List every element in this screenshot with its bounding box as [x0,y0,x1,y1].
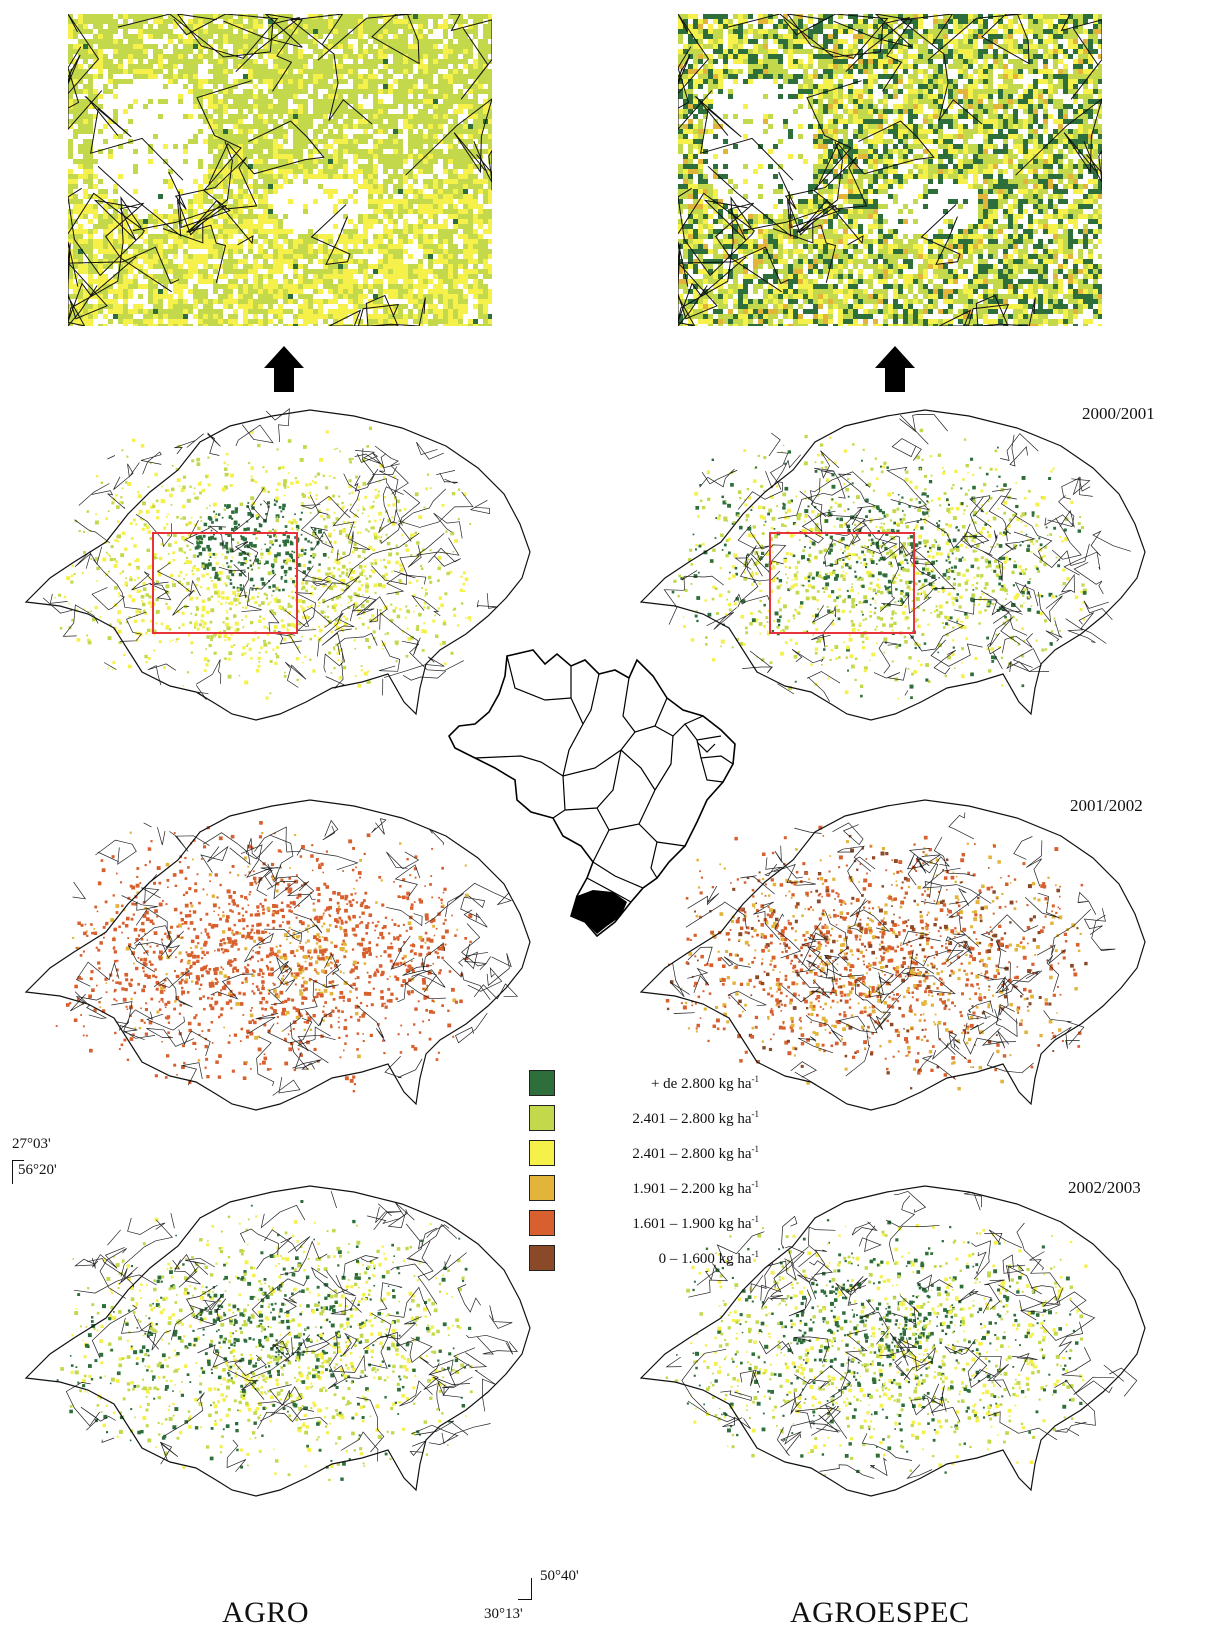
legend-swatch-orange [529,1175,555,1201]
coord-top-left-corner [12,1160,24,1184]
legend-swatch-light-green [529,1105,555,1131]
legend-label: 2.401 – 2.800 kg ha [632,1146,752,1162]
municipal-boundaries [42,408,498,700]
brazil-locator-map [445,640,745,940]
legend-label: + de 2.800 kg ha [650,1076,752,1092]
coord-bottom-right-corner [518,1578,532,1600]
map-agro-2002-2003 [10,1178,550,1523]
zoom-boundaries [68,14,492,326]
zoom-inset-agroespec-map [678,14,1102,326]
map-agroespec-2000-2001 [625,402,1165,747]
legend-item-1601-1900: 1.601 – 1.900 kg ha-1 [529,1210,759,1236]
legend-label: 0 – 1.600 kg ha [658,1251,752,1267]
column-label-agroespec: AGROESPEC [790,1596,970,1629]
municipal-boundaries [70,818,519,1096]
legend-swatch-red-orange [529,1210,555,1236]
rio-grande-do-sul-highlight [571,890,627,934]
coord-top-left-lat: 27°03' [12,1136,51,1152]
zoom-arrow-right-icon [875,346,915,392]
zoom-boundaries [678,14,1102,326]
municipal-boundaries [65,1190,518,1473]
highlight-box-agro [152,532,298,634]
yield-pixels [56,1200,473,1482]
season-label-2001-2002: 2001/2002 [1070,796,1143,815]
map-agroespec-2002-2003 [625,1178,1165,1523]
map-agro-2001-2002 [10,792,550,1137]
legend-label: 1.601 – 1.900 kg ha [632,1216,752,1232]
yield-pixels [665,825,1088,1091]
legend-item-0-1600: 0 – 1.600 kg ha-1 [529,1245,759,1271]
zoom-inset-agro-2000-2001 [68,14,492,326]
municipal-boundaries [665,1191,1138,1480]
legend-swatch-yellow [529,1140,555,1166]
map-agroespec-2001-2002 [625,792,1165,1137]
zoom-inset-agro-map [68,14,492,326]
coord-top-left-lon: 56°20' [18,1162,57,1178]
coord-bottom-right-lat: 30°13' [484,1606,523,1622]
legend-item-2401-2800-a: 2.401 – 2.800 kg ha-1 [529,1105,759,1131]
legend-item-gt-2800: + de 2.800 kg ha-1 [529,1070,759,1096]
state-outline [639,799,1146,1111]
legend-swatch-dark-green [529,1070,555,1096]
yield-pixels [55,821,473,1093]
season-label-2002-2003: 2002/2003 [1068,1178,1141,1197]
brazil-outline [448,649,736,938]
coord-bottom-right-lon: 50°40' [540,1568,579,1584]
yield-pixels [671,428,1087,700]
legend-item-1901-2200: 1.901 – 2.200 kg ha-1 [529,1175,759,1201]
state-outline [24,1185,531,1497]
state-outline [24,409,531,721]
yield-pixels [665,1219,1088,1476]
zoom-pixels [68,14,492,326]
map-agro-2000-2001 [10,402,550,747]
municipal-boundaries [663,414,1131,702]
municipal-boundaries [669,812,1116,1085]
highlight-box-agroespec [769,532,915,634]
state-outline [24,799,531,1111]
legend-swatch-brown [529,1245,555,1271]
season-label-2000-2001: 2000/2001 [1082,404,1155,423]
column-label-agro: AGRO [222,1596,310,1629]
legend-item-2401-2800-b: 2.401 – 2.800 kg ha-1 [529,1140,759,1166]
state-outline [639,409,1146,721]
zoom-arrow-left-icon [264,346,304,392]
legend-label: 1.901 – 2.200 kg ha [632,1181,752,1197]
state-outline [639,1185,1146,1497]
zoom-pixels [678,14,1102,326]
legend-label: 2.401 – 2.800 kg ha [632,1111,752,1127]
zoom-inset-agroespec-2000-2001 [678,14,1102,326]
